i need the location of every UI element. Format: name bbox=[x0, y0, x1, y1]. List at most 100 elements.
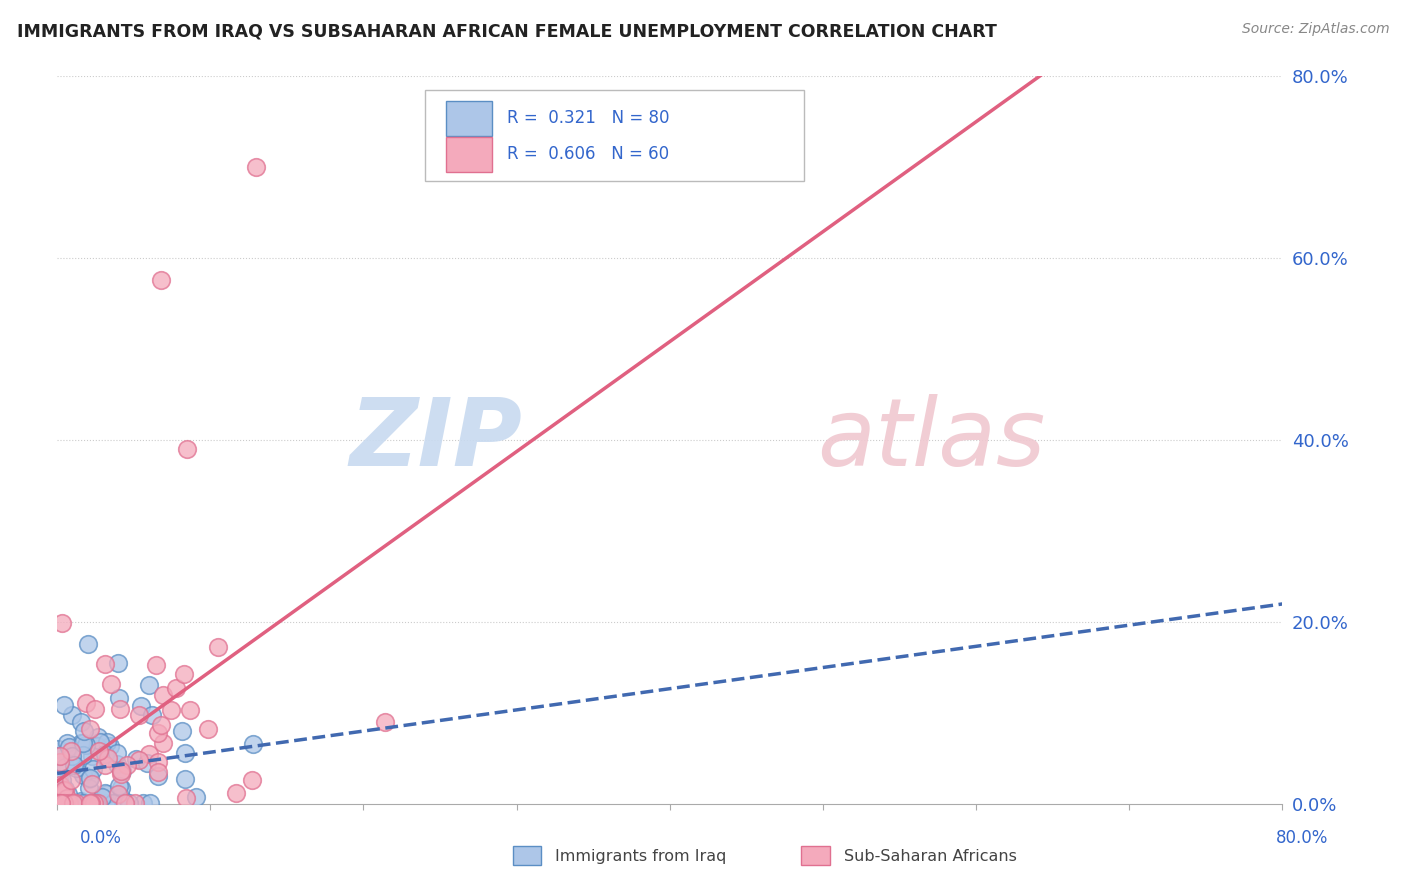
Point bbox=[49, 796, 72, 810]
Point bbox=[51, 796, 73, 810]
Point bbox=[110, 780, 132, 795]
Point bbox=[103, 796, 125, 810]
Point bbox=[197, 723, 219, 737]
Point bbox=[80, 777, 103, 791]
Point bbox=[72, 768, 94, 782]
Point bbox=[53, 796, 76, 810]
Point bbox=[146, 726, 169, 740]
Point bbox=[94, 747, 117, 761]
Point bbox=[55, 736, 77, 750]
Point bbox=[58, 796, 80, 810]
Point bbox=[87, 730, 110, 744]
Point bbox=[152, 736, 174, 750]
Point bbox=[225, 786, 247, 800]
Point bbox=[56, 791, 79, 805]
Point bbox=[128, 707, 150, 722]
Point bbox=[79, 771, 101, 785]
Text: 80.0%: 80.0% bbox=[1277, 829, 1329, 847]
Point bbox=[107, 746, 129, 760]
Point bbox=[51, 616, 73, 631]
Point bbox=[150, 273, 173, 287]
Point bbox=[174, 746, 197, 760]
Point bbox=[55, 796, 77, 810]
Point bbox=[114, 796, 136, 810]
Text: ZIP: ZIP bbox=[350, 393, 523, 485]
Point bbox=[87, 796, 110, 810]
Point bbox=[100, 677, 122, 691]
Point bbox=[53, 781, 76, 796]
Point bbox=[148, 765, 170, 780]
Point bbox=[73, 796, 96, 810]
Text: R =  0.606   N = 60: R = 0.606 N = 60 bbox=[506, 145, 669, 163]
Point bbox=[98, 739, 121, 754]
Point bbox=[53, 760, 76, 774]
Point bbox=[53, 783, 76, 797]
Point bbox=[107, 779, 129, 793]
Point bbox=[79, 772, 101, 786]
Point bbox=[110, 789, 132, 804]
Point bbox=[173, 667, 195, 681]
Point bbox=[87, 796, 110, 810]
Point bbox=[93, 786, 115, 800]
Point bbox=[60, 744, 83, 758]
Point bbox=[174, 772, 197, 786]
Point bbox=[94, 758, 117, 772]
Point bbox=[108, 690, 131, 705]
Bar bbox=[446, 101, 492, 136]
Point bbox=[46, 749, 69, 764]
Point bbox=[75, 796, 97, 810]
Point bbox=[170, 723, 193, 738]
Point bbox=[65, 796, 87, 810]
Point bbox=[60, 708, 83, 723]
Bar bbox=[446, 137, 492, 172]
Point bbox=[374, 715, 396, 730]
Point bbox=[110, 767, 132, 781]
Point bbox=[84, 796, 107, 810]
Point bbox=[129, 698, 152, 713]
Point bbox=[184, 789, 207, 804]
Point bbox=[48, 796, 70, 810]
Point bbox=[207, 640, 229, 654]
Point bbox=[75, 696, 97, 710]
Point bbox=[90, 789, 112, 804]
Point bbox=[52, 783, 75, 797]
FancyBboxPatch shape bbox=[425, 90, 804, 181]
Point bbox=[118, 796, 141, 810]
Point bbox=[138, 747, 160, 761]
Point bbox=[132, 796, 155, 810]
Point bbox=[146, 769, 169, 783]
Point bbox=[135, 756, 157, 770]
Text: 0.0%: 0.0% bbox=[80, 829, 122, 847]
Point bbox=[176, 442, 198, 456]
Point bbox=[165, 681, 187, 695]
Point bbox=[46, 782, 69, 797]
Point bbox=[107, 656, 129, 670]
Point bbox=[49, 755, 72, 769]
Point bbox=[46, 741, 69, 756]
Point bbox=[108, 701, 131, 715]
Point bbox=[72, 796, 94, 810]
Text: Sub-Saharan Africans: Sub-Saharan Africans bbox=[844, 849, 1017, 863]
Point bbox=[83, 796, 105, 810]
Point bbox=[124, 796, 146, 810]
Point bbox=[70, 736, 93, 750]
Point bbox=[59, 796, 82, 810]
Point bbox=[62, 757, 84, 772]
Point bbox=[80, 796, 103, 810]
Text: Immigrants from Iraq: Immigrants from Iraq bbox=[555, 849, 727, 863]
Point bbox=[49, 778, 72, 792]
Point bbox=[240, 772, 263, 787]
Text: Source: ZipAtlas.com: Source: ZipAtlas.com bbox=[1241, 22, 1389, 37]
Point bbox=[87, 796, 110, 810]
Point bbox=[138, 678, 160, 692]
Point bbox=[52, 784, 75, 798]
Point bbox=[80, 748, 103, 763]
Point bbox=[86, 739, 108, 754]
Point bbox=[145, 658, 167, 673]
Point bbox=[49, 749, 72, 764]
Point bbox=[242, 737, 264, 751]
Point bbox=[245, 160, 267, 174]
Point bbox=[69, 715, 91, 730]
Text: IMMIGRANTS FROM IRAQ VS SUBSAHARAN AFRICAN FEMALE UNEMPLOYMENT CORRELATION CHART: IMMIGRANTS FROM IRAQ VS SUBSAHARAN AFRIC… bbox=[17, 22, 997, 40]
Point bbox=[117, 757, 139, 772]
